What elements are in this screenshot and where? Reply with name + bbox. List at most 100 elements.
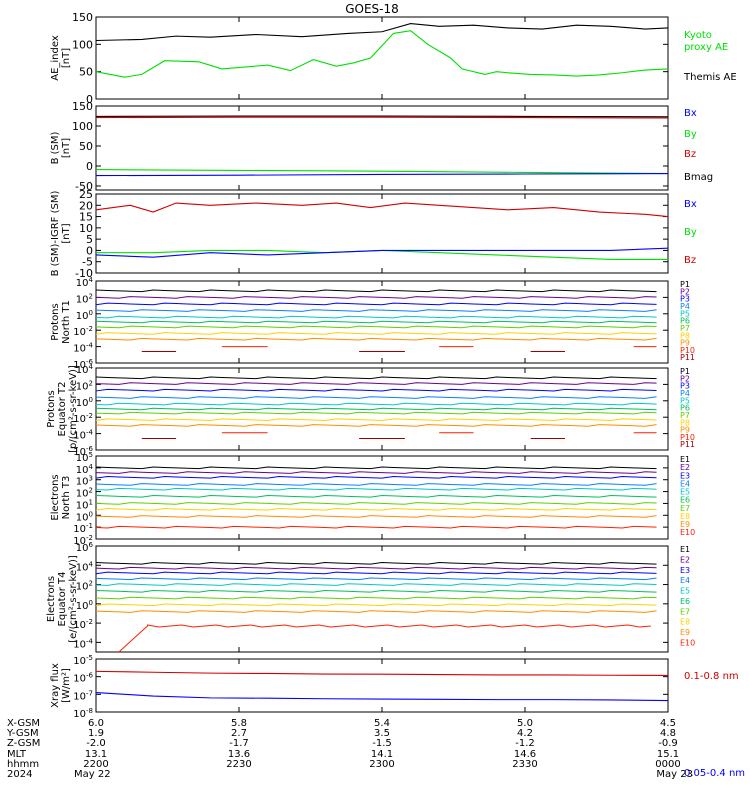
y-tick-label: 100 [72,120,93,133]
figure-title: GOES-18 [345,2,399,16]
y-tick-label: 102 [76,292,93,305]
channel-label: P10 [680,346,695,355]
y-tick-label: 100 [76,309,93,322]
series-E8 [95,603,657,607]
y-axis-label: Xray flux[W/m²] [50,663,72,708]
axis-row-label: 2024 [7,769,32,780]
axis-row-value: -1.5 [372,738,392,749]
series-P1 [95,289,657,293]
legend-label: Bx [684,108,697,119]
channel-label: E2 [680,555,690,564]
axis-row-value: 4.5 [660,718,676,729]
axis-row-value: 2.7 [231,728,247,739]
channel-label: E4 [680,576,690,585]
axis-row-value: 4.8 [660,728,676,739]
legend-label: By [684,129,697,140]
series-P7 [95,325,657,329]
axis-row-value: -2.0 [86,738,106,749]
channel-label: E4 [680,479,690,488]
channel-label: E5 [680,587,690,596]
y-tick-label: 50 [79,66,93,79]
axis-row-value: May 23 [656,769,693,780]
channel-label: P11 [680,440,695,449]
channel-label: E6 [680,597,690,606]
y-tick-label: 0 [86,160,93,173]
series-P1 [95,376,657,380]
y-tick-label: 50 [79,140,93,153]
series-P8 [95,418,657,421]
series-Bx [95,173,669,177]
y-axis-label: B (SM)-IGRF (SM)[nT] [50,191,72,277]
series-By [95,169,669,175]
y-tick-label: -10 [75,267,93,280]
y-tick-label: 0 [86,93,93,106]
series-P4 [95,309,657,312]
axis-row-value: May 22 [74,769,111,780]
channel-label: P5 [680,309,690,318]
channel-label: P6 [680,317,690,326]
y-tick-label: 10-7 [73,689,93,702]
channel-label: P6 [680,404,690,413]
series-Bx [95,247,669,258]
y-tick-label: 0 [86,244,93,257]
channel-label: P7 [680,324,690,333]
legend-label: Bmag [684,172,713,183]
series-P3 [95,302,657,306]
axis-row-value: 13.6 [228,749,250,760]
y-axis-label: ElectronsNorth T3 [50,474,72,520]
legend-label: proxy AE [684,42,728,53]
axis-row-value: 13.1 [85,749,107,760]
legend-label: Bz [684,149,696,160]
legend-label: 0.1-0.8 nm [684,671,739,682]
series-P6 [95,407,657,411]
series-0.05-0.4 nm [95,692,669,702]
series-E1 [95,466,657,470]
y-tick-label: 10-4 [73,342,93,355]
y-tick-label: 10 [79,222,93,235]
axis-row-label: hhmm [7,759,39,770]
series-E7 [95,596,657,600]
axis-row-label: X-GSM [7,718,40,729]
series-E8 [95,508,657,511]
series-P7 [95,411,657,415]
series-E1 [95,562,657,565]
channel-label: E6 [680,496,690,505]
channel-label: E9 [680,628,690,637]
legend-label: 0.05-0.4 nm [684,768,745,779]
series-E9 [95,610,657,613]
panel-frame [95,16,669,100]
y-tick-label: 150 [72,100,93,113]
panel-bsm: -50 0 50 100 150 B (SM)[nT] Bx By Bz Bmag [50,100,713,193]
axis-row-value: 4.2 [517,728,533,739]
series-P5 [95,315,657,319]
panel-frame [95,658,669,713]
channel-label: P3 [680,382,690,391]
y-axis-label: ProtonsEquator T2[p/(cm²-s-sr-keV)] [46,365,79,453]
series-Themis AE [95,23,669,42]
channel-label: P8 [680,331,690,340]
channel-label: E8 [680,512,690,521]
series-P9 [95,337,657,341]
channel-label: E10 [680,639,695,648]
series-E9 [95,515,657,518]
axis-row-value: 5.0 [517,718,533,729]
series-P6 [95,320,657,324]
y-tick-label: 10-5 [73,654,93,667]
channel-label: E1 [680,545,690,554]
channel-label: E2 [680,463,690,472]
y-tick-label: 10-2 [73,325,93,338]
y-axis-label: AE_index[nT] [50,35,72,81]
axis-row-label: Y-GSM [6,728,39,739]
legend-label: Kyoto [684,30,712,41]
channel-label: E3 [680,471,690,480]
series-Bz [95,202,669,218]
axis-row-label: MLT [7,749,27,760]
series-E6 [95,589,657,593]
channel-label: E1 [680,455,690,464]
channel-label: P9 [680,426,690,435]
axis-row-value: -1.2 [515,738,535,749]
channel-label: E8 [680,618,690,627]
axis-row-value: 2330 [512,759,537,770]
